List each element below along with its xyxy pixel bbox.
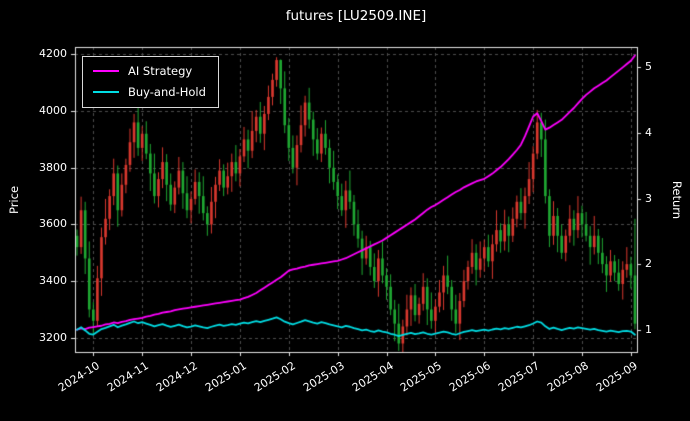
return-tick-label: 4 xyxy=(645,125,652,139)
price-tick-label: 4200 xyxy=(39,47,67,61)
return-tick-label: 5 xyxy=(645,60,652,74)
ai-strategy-line-swatch xyxy=(93,70,119,72)
legend: AI Strategy Buy-and-Hold xyxy=(82,56,219,108)
legend-label-buy-and-hold: Buy-and-Hold xyxy=(128,85,206,99)
return-axis-label: Return xyxy=(670,180,684,220)
legend-item-ai-strategy: AI Strategy xyxy=(93,64,206,78)
price-tick-label: 3200 xyxy=(39,330,67,344)
return-tick-label: 1 xyxy=(645,322,652,336)
price-axis-label: Price xyxy=(7,185,21,215)
return-tick-label: 3 xyxy=(645,191,652,205)
legend-item-buy-and-hold: Buy-and-Hold xyxy=(93,85,206,99)
price-tick-label: 3600 xyxy=(39,217,67,231)
buy-and-hold-line-swatch xyxy=(93,91,119,93)
legend-label-ai-strategy: AI Strategy xyxy=(128,64,193,78)
chart-title: futures [LU2509.INE] xyxy=(285,8,427,24)
return-tick-label: 2 xyxy=(645,257,652,271)
price-tick-label: 4000 xyxy=(39,104,67,118)
price-tick-label: 3800 xyxy=(39,160,67,174)
price-tick-label: 3400 xyxy=(39,274,67,288)
